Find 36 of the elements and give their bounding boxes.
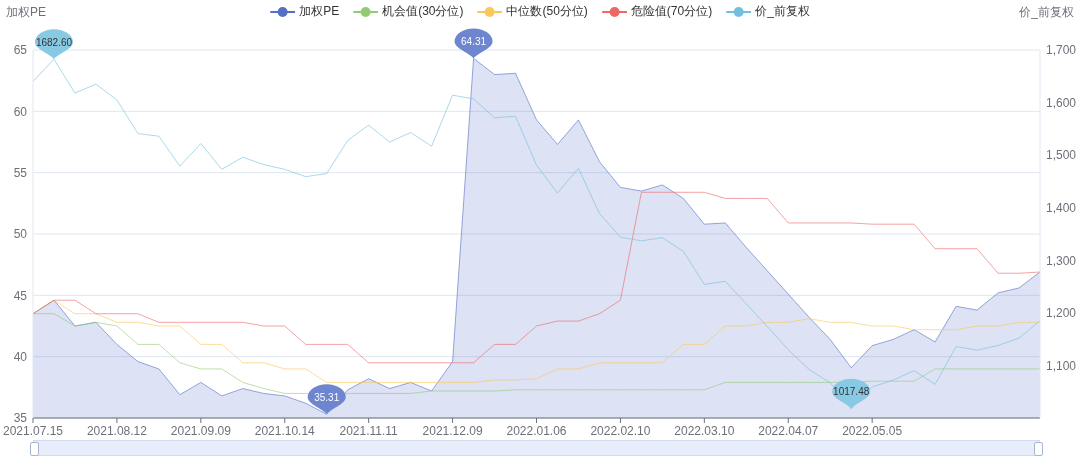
y2-tick-label: 1,700 — [1046, 43, 1077, 58]
y2-tick-label: 1,200 — [1046, 306, 1077, 321]
y-tick-label: 65 — [13, 43, 28, 58]
x-tick-label: 2021.07.15 — [2, 424, 64, 438]
y2-tick-label: 1,300 — [1046, 253, 1077, 268]
legend-label: 危险值(70分位) — [630, 3, 713, 20]
y2-tick-label: 1,600 — [1046, 95, 1077, 110]
x-tick-label: 2021.09.09 — [170, 424, 232, 438]
x-tick-label: 2022.01.06 — [506, 424, 567, 438]
x-tick-label: 2022.02.10 — [590, 424, 651, 438]
legend-label: 价_前复权 — [755, 3, 810, 20]
x-tick-label: 2021.12.09 — [422, 424, 483, 438]
y-tick-label: 40 — [13, 349, 28, 364]
legend-label: 机会值(30分位) — [382, 3, 464, 20]
x-tick-label: 2021.10.14 — [254, 424, 316, 438]
annotation: 64.31 — [461, 35, 487, 47]
y2-tick-label: 1,400 — [1046, 200, 1077, 215]
annotation: 1017.48 — [833, 386, 870, 398]
y2-axis-title: 价_前复权 — [1019, 4, 1074, 21]
legend-label: 加权PE — [299, 3, 340, 20]
annotation: 35.31 — [314, 391, 340, 403]
y-tick-label: 60 — [13, 104, 28, 119]
x-tick-label: 2022.04.07 — [758, 424, 819, 438]
y-tick-label: 35 — [13, 411, 28, 426]
x-tick-label: 2022.03.10 — [674, 424, 735, 438]
y2-tick-label: 1,100 — [1046, 358, 1077, 373]
legend-label: 中位数(50分位) — [506, 3, 588, 20]
y2-tick-label: 1,500 — [1046, 148, 1077, 163]
y-tick-label: 55 — [13, 165, 28, 180]
y-axis-title: 加权PE — [6, 4, 47, 21]
x-tick-label: 2021.11.11 — [339, 424, 399, 438]
y-tick-label: 45 — [13, 288, 28, 303]
text: 1682.60 — [35, 36, 73, 48]
y-tick-label: 50 — [13, 227, 28, 242]
x-tick-label: 2022.05.05 — [842, 424, 903, 438]
x-tick-label: 2021.08.12 — [86, 424, 148, 438]
